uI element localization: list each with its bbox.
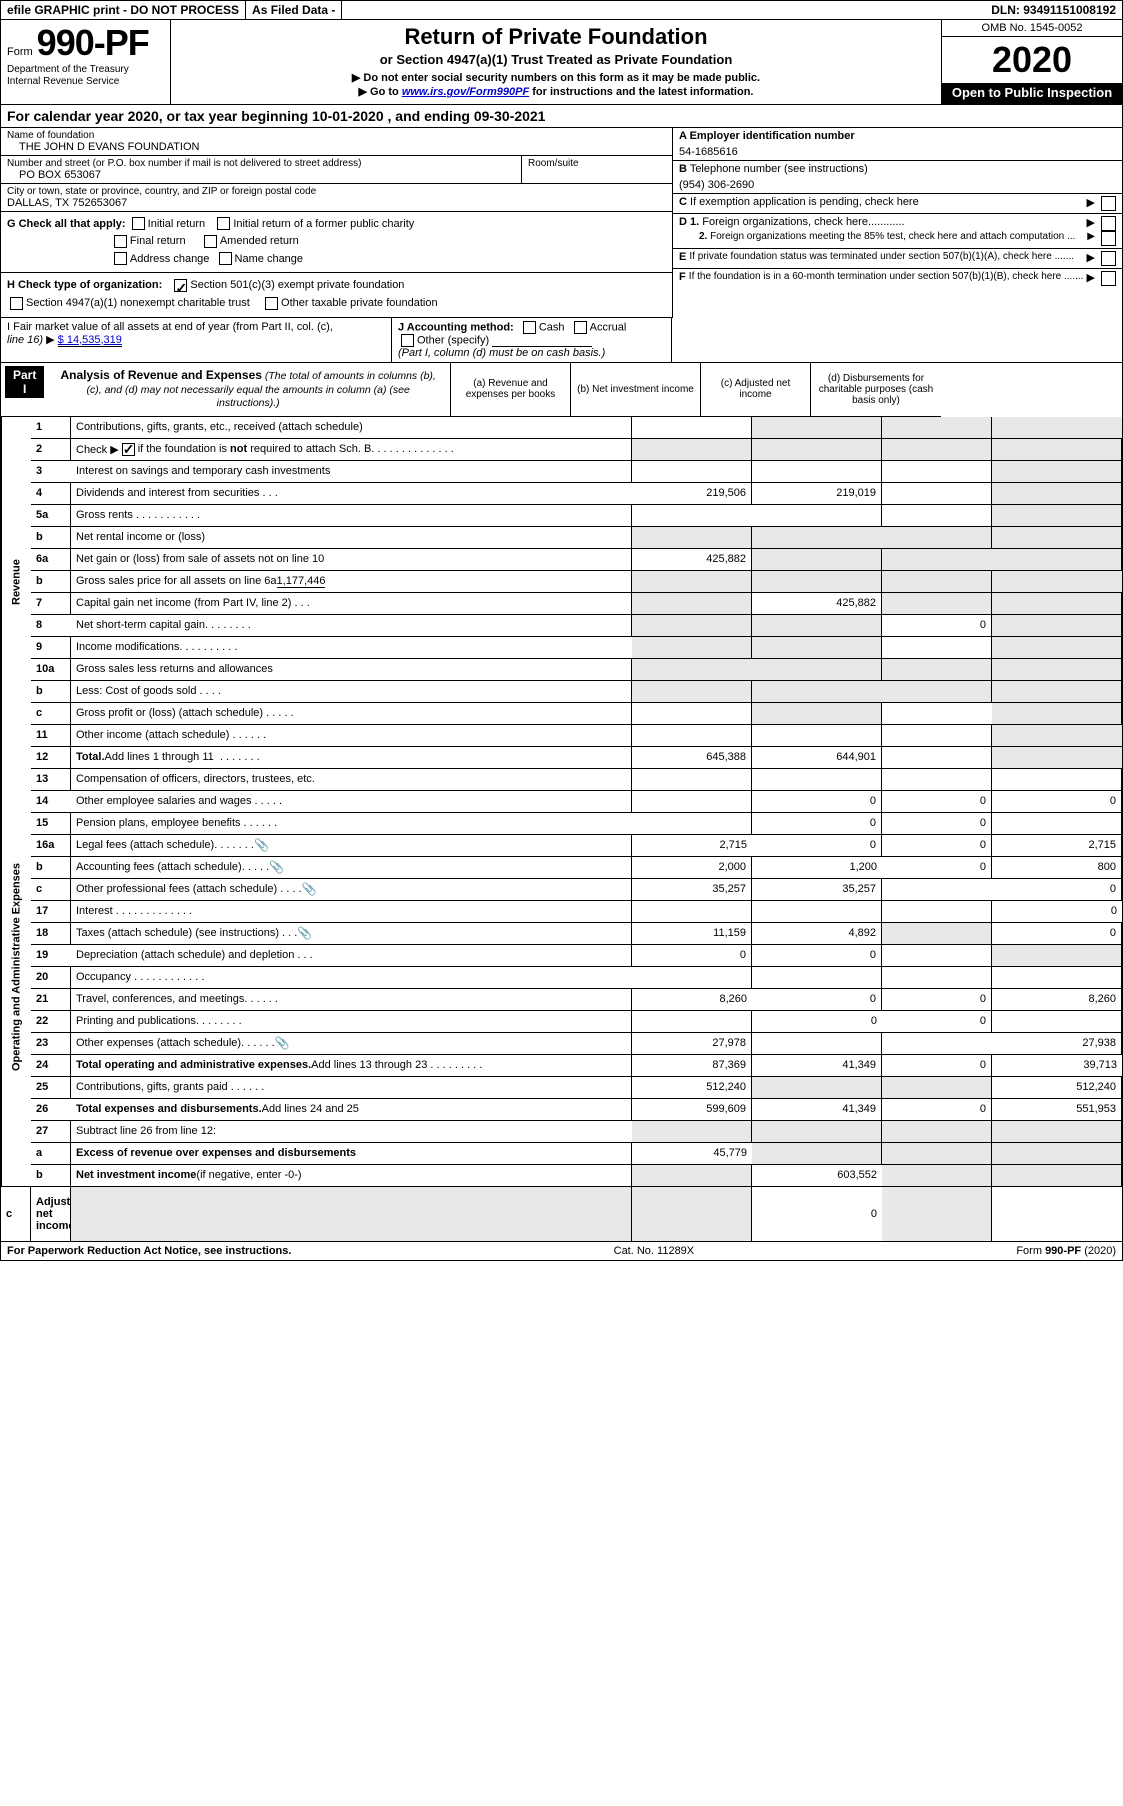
- exemption-pending-checkbox[interactable]: [1101, 196, 1116, 211]
- entity-info: Name of foundation THE JOHN D EVANS FOUN…: [0, 128, 1123, 318]
- irs-link[interactable]: www.irs.gov/Form990PF: [402, 86, 529, 98]
- form-ref: Form 990-PF (2020): [1016, 1245, 1116, 1257]
- dept-line-2: Internal Revenue Service: [7, 76, 164, 88]
- foundation-name: THE JOHN D EVANS FOUNDATION: [7, 141, 666, 153]
- terminated-checkbox[interactable]: [1101, 251, 1116, 266]
- address-change-checkbox[interactable]: [114, 252, 127, 265]
- accrual-checkbox[interactable]: [574, 321, 587, 334]
- city-value: DALLAS, TX 752653067: [7, 197, 666, 209]
- 60month-checkbox[interactable]: [1101, 271, 1116, 286]
- part-badge: Part I: [5, 366, 44, 398]
- form-title: Return of Private Foundation: [179, 24, 933, 50]
- form-note-1: ▶ Do not enter social security numbers o…: [179, 71, 933, 85]
- form-word: Form: [7, 46, 33, 58]
- telephone-label: B B Telephone number (see instructions)T…: [679, 163, 868, 175]
- initial-return-former-checkbox[interactable]: [217, 217, 230, 230]
- schedule-icon[interactable]: 📎: [302, 882, 317, 896]
- foreign-org-checkbox[interactable]: [1101, 216, 1116, 231]
- 4947a1-checkbox[interactable]: [10, 297, 23, 310]
- address-label: Number and street (or P.O. box number if…: [7, 158, 515, 169]
- ein-value: 54-1685616: [679, 142, 738, 158]
- ein-label: A Employer identification number: [679, 130, 855, 142]
- final-return-checkbox[interactable]: [114, 235, 127, 248]
- arrow-icon: ▶: [1087, 271, 1095, 284]
- schedule-icon[interactable]: 📎: [269, 860, 284, 874]
- dept-line-1: Department of the Treasury: [7, 64, 164, 76]
- section-f: F If the foundation is in a 60-month ter…: [673, 269, 1122, 288]
- section-j: J Accounting method: Cash Accrual Other …: [392, 318, 672, 362]
- section-i: I Fair market value of all assets at end…: [1, 318, 392, 362]
- paperwork-notice: For Paperwork Reduction Act Notice, see …: [7, 1245, 291, 1257]
- arrow-icon: ▶: [1087, 216, 1095, 231]
- form-note-2: ▶ Go to www.irs.gov/Form990PF for instru…: [179, 85, 933, 99]
- arrow-icon: ▶: [1087, 231, 1095, 246]
- section-g: G Check all that apply: Initial return I…: [1, 212, 672, 274]
- section-c: C If exemption application is pending, c…: [673, 194, 1122, 214]
- tax-year: 2020: [942, 37, 1122, 83]
- calendar-year-line: For calendar year 2020, or tax year begi…: [0, 105, 1123, 128]
- section-d: D 1. Foreign organizations, check here..…: [673, 214, 1122, 249]
- efile-notice: efile GRAPHIC print - DO NOT PROCESS: [1, 1, 246, 19]
- foreign-85-checkbox[interactable]: [1101, 231, 1116, 246]
- name-label: Name of foundation: [7, 130, 666, 141]
- section-e: E If private foundation status was termi…: [673, 249, 1122, 269]
- schb-checkbox[interactable]: [122, 443, 135, 456]
- room-label: Room/suite: [528, 158, 666, 169]
- form-header: Form 990-PF Department of the Treasury I…: [0, 20, 1123, 105]
- col-b-header: (b) Net investment income: [571, 363, 701, 417]
- col-c-header: (c) Adjusted net income: [701, 363, 811, 417]
- fmv-link[interactable]: $ 14,535,319: [58, 334, 122, 347]
- asfiled-notice: As Filed Data -: [246, 1, 342, 19]
- page-footer: For Paperwork Reduction Act Notice, see …: [0, 1241, 1123, 1261]
- revenue-sidelabel: Revenue: [1, 417, 31, 747]
- dln: DLN: 93491151008192: [985, 1, 1122, 19]
- catalog-number: Cat. No. 11289X: [614, 1245, 695, 1257]
- schedule-icon[interactable]: 📎: [275, 1036, 290, 1050]
- telephone-value: (954) 306-2690: [679, 175, 754, 191]
- col-d-header: (d) Disbursements for charitable purpose…: [811, 363, 941, 417]
- 501c3-checkbox[interactable]: [174, 279, 187, 292]
- schedule-icon[interactable]: 📎: [297, 926, 312, 940]
- schedule-icon[interactable]: 📎: [254, 838, 269, 852]
- other-method-checkbox[interactable]: [401, 334, 414, 347]
- arrow-icon: ▶: [1087, 196, 1095, 209]
- cash-checkbox[interactable]: [523, 321, 536, 334]
- part1-table: Revenue 1 Contributions, gifts, grants, …: [0, 417, 1123, 1241]
- part-title: Analysis of Revenue and Expenses (The to…: [50, 366, 446, 413]
- col-a-header: (a) Revenue and expenses per books: [451, 363, 571, 417]
- section-h: H Check type of organization: Section 50…: [1, 273, 672, 317]
- amended-return-checkbox[interactable]: [204, 235, 217, 248]
- form-subtitle: or Section 4947(a)(1) Trust Treated as P…: [179, 52, 933, 67]
- address-value: PO BOX 653067: [7, 169, 515, 181]
- form-number: 990-PF: [37, 22, 149, 64]
- other-taxable-checkbox[interactable]: [265, 297, 278, 310]
- expenses-sidelabel: Operating and Administrative Expenses: [1, 747, 31, 1187]
- top-bar: efile GRAPHIC print - DO NOT PROCESS As …: [0, 0, 1123, 20]
- city-label: City or town, state or province, country…: [7, 186, 666, 197]
- omb-number: OMB No. 1545-0052: [942, 20, 1122, 37]
- name-change-checkbox[interactable]: [219, 252, 232, 265]
- arrow-icon: ▶: [1087, 251, 1095, 264]
- open-inspection-badge: Open to Public Inspection: [942, 83, 1122, 103]
- initial-return-checkbox[interactable]: [132, 217, 145, 230]
